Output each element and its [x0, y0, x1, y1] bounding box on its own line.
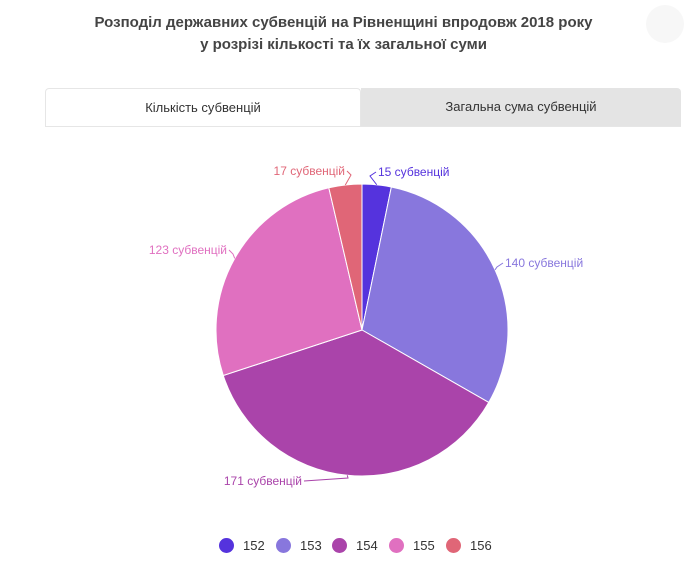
legend-marker-152: [219, 538, 234, 554]
pie-data-label-154: 171 субвенцій: [224, 474, 302, 488]
legend-item-156[interactable]: 156: [446, 535, 492, 557]
legend-marker-156: [446, 538, 461, 554]
legend-label-155: 155: [413, 538, 435, 553]
pie-data-label-155: 123 субвенцій: [149, 243, 227, 257]
pie-connector-153: [494, 262, 504, 271]
chart-legend: 152 153 154 155 156: [0, 535, 687, 557]
tab-total-sum[interactable]: Загальна сума субвенцій: [361, 88, 681, 126]
chart-title-line-1: Розподіл державних субвенцій на Рівненщи…: [94, 14, 593, 31]
tab-divider: [45, 126, 681, 127]
legend-label-156: 156: [470, 538, 492, 553]
pie-slice-156[interactable]: [328, 183, 363, 331]
chart-title-line-2: у розрізі кількості та їх загальної суми: [200, 36, 487, 53]
tab-bar: Кількість субвенцій Загальна сума субвен…: [45, 88, 681, 128]
pie-connector-156: [344, 170, 352, 186]
legend-label-153: 153: [300, 538, 322, 553]
legend-item-155[interactable]: 155: [389, 535, 435, 557]
legend-marker-154: [332, 538, 347, 554]
legend-label-154: 154: [356, 538, 378, 553]
legend-item-153[interactable]: 153: [276, 535, 322, 557]
legend-item-152[interactable]: 152: [219, 535, 265, 557]
legend-marker-153: [276, 538, 291, 554]
legend-marker-155: [389, 538, 404, 554]
pie-slice-155[interactable]: [215, 187, 363, 377]
pie-data-label-153: 140 субвенцій: [505, 256, 583, 270]
pie-data-label-156: 17 субвенцій: [274, 164, 345, 178]
share-button[interactable]: [646, 5, 684, 43]
pie-connector-155: [228, 249, 236, 259]
legend-item-154[interactable]: 154: [332, 535, 378, 557]
pie-connector-152: [369, 171, 378, 186]
chart-title: Розподіл державних субвенцій на Рівненщи…: [0, 12, 687, 56]
tab-count[interactable]: Кількість субвенцій: [45, 88, 361, 126]
pie-connector-154: [303, 475, 349, 482]
legend-label-152: 152: [243, 538, 265, 553]
pie-data-label-152: 15 субвенцій: [378, 165, 449, 179]
